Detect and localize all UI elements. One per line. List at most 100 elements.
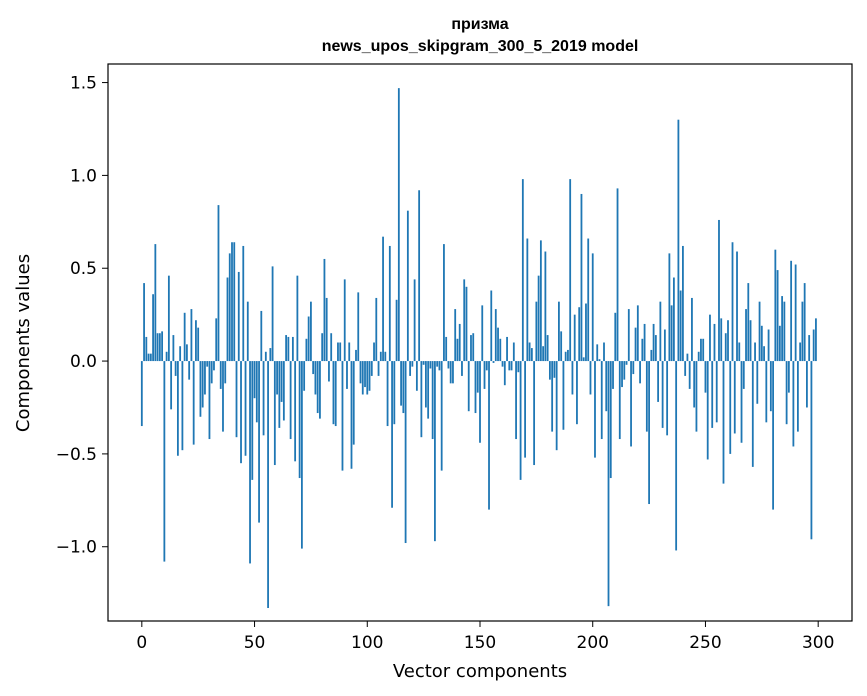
- bar-component-288: [790, 260, 793, 362]
- bar-component-260: [727, 320, 729, 362]
- bar-component-123: [418, 190, 421, 362]
- bar-component-146: [470, 335, 472, 362]
- bar-component-112: [393, 361, 396, 425]
- bar-component-223: [643, 323, 646, 362]
- bar-component-257: [720, 318, 723, 362]
- bar-component-262: [731, 242, 734, 362]
- bar-component-202: [596, 344, 599, 362]
- bar-component-208: [609, 361, 612, 479]
- bar-component-295: [806, 361, 808, 408]
- bar-component-273: [756, 361, 759, 404]
- bar-component-145: [467, 361, 470, 412]
- bar-component-138: [452, 361, 454, 384]
- bar-component-220: [636, 305, 639, 362]
- bar-component-249: [702, 338, 705, 362]
- bar-component-171: [526, 238, 529, 362]
- bar-component-98: [361, 361, 364, 395]
- bar-component-42: [235, 361, 238, 438]
- bar-component-7: [156, 333, 159, 362]
- bar-component-266: [740, 361, 743, 443]
- bar-component-22: [190, 309, 193, 362]
- bar-component-238: [677, 119, 680, 362]
- bar-component-50: [253, 361, 256, 399]
- bar-component-297: [810, 361, 813, 540]
- bar-component-76: [312, 361, 315, 375]
- bar-component-81: [323, 258, 326, 362]
- bar-component-109: [386, 361, 389, 427]
- bar-component-136: [447, 361, 450, 369]
- bar-component-214: [623, 361, 626, 380]
- bar-component-251: [706, 361, 709, 460]
- bar-component-217: [630, 361, 632, 447]
- bar-component-115: [400, 361, 402, 406]
- bar-component-77: [314, 361, 317, 395]
- bar-component-180: [546, 335, 549, 362]
- bar-component-194: [578, 307, 581, 362]
- bar-component-154: [488, 361, 490, 510]
- x-tick-label: 200: [577, 633, 609, 653]
- bar-component-148: [474, 361, 477, 414]
- bar-component-57: [269, 348, 272, 362]
- bar-component-108: [384, 351, 387, 362]
- bar-component-0: [140, 361, 143, 427]
- bar-component-133: [440, 361, 443, 471]
- bar-component-20: [186, 344, 188, 362]
- bar-component-129: [431, 361, 434, 440]
- bar-component-210: [614, 312, 617, 362]
- bar-component-91: [346, 361, 348, 389]
- bar-component-93: [350, 361, 353, 469]
- bar-component-51: [255, 361, 258, 423]
- bar-component-47: [246, 301, 249, 362]
- bar-component-55: [264, 351, 267, 362]
- bar-component-106: [379, 351, 382, 362]
- bar-component-298: [812, 329, 815, 362]
- bar-component-87: [337, 342, 339, 362]
- bar-component-153: [485, 361, 488, 371]
- bar-component-27: [201, 361, 204, 408]
- bar-component-104: [375, 297, 378, 362]
- bar-component-61: [278, 361, 281, 428]
- bar-component-290: [794, 264, 797, 362]
- bar-component-128: [429, 361, 432, 369]
- bar-component-53: [260, 310, 263, 362]
- bar-component-285: [783, 301, 786, 362]
- bar-component-175: [535, 301, 538, 362]
- bar-component-105: [377, 361, 380, 376]
- bar-component-299: [815, 318, 817, 362]
- bar-component-126: [424, 361, 427, 408]
- bar-component-24: [195, 320, 197, 362]
- bar-component-141: [458, 323, 461, 362]
- bar-component-164: [510, 361, 513, 371]
- chart-title-line-1: призма: [451, 16, 508, 33]
- bar-component-147: [472, 333, 475, 362]
- bar-component-227: [652, 323, 655, 362]
- y-tick-label: 1.5: [70, 74, 97, 94]
- bar-component-293: [801, 301, 804, 362]
- x-axis-ticks: 0 50 100 150 200 250 300: [136, 621, 834, 653]
- bar-component-5: [152, 294, 154, 362]
- bar-component-130: [434, 361, 436, 542]
- bar-component-33: [215, 318, 218, 362]
- bar-component-59: [273, 361, 276, 466]
- bar-component-45: [242, 245, 245, 362]
- bar-component-226: [650, 349, 653, 362]
- bar-component-173: [530, 348, 533, 362]
- bar-component-110: [388, 245, 391, 362]
- bar-component-69: [296, 275, 299, 362]
- bar-component-268: [745, 309, 747, 362]
- bar-component-282: [776, 270, 779, 362]
- bar-component-15: [174, 361, 177, 376]
- bar-component-242: [686, 353, 689, 362]
- y-tick-label: −1.0: [56, 538, 97, 558]
- bar-component-35: [219, 361, 222, 389]
- bar-component-190: [569, 179, 572, 362]
- bar-component-178: [542, 346, 545, 362]
- y-tick-label: 1.0: [70, 166, 97, 186]
- bar-component-292: [799, 342, 802, 362]
- bar-component-253: [711, 361, 714, 428]
- bar-component-181: [548, 361, 551, 380]
- bar-component-28: [204, 361, 206, 395]
- bar-component-205: [603, 342, 605, 362]
- bar-component-267: [742, 361, 745, 389]
- bar-component-284: [781, 296, 784, 362]
